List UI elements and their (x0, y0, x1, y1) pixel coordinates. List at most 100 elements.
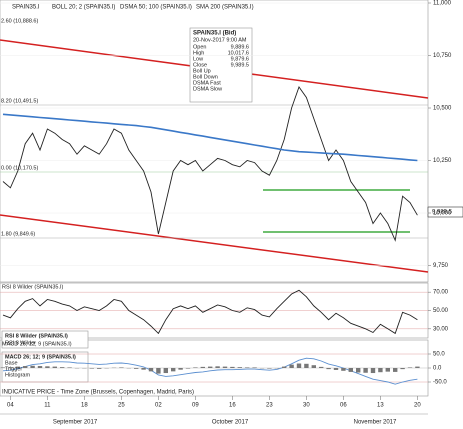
histogram-bar (333, 368, 339, 370)
histogram-bar (348, 368, 353, 372)
indicator-title: BOLL 20; 2 (SPAIN35.I) (52, 5, 115, 11)
info-value: 10,017.6 (228, 50, 249, 56)
histogram-bar (370, 368, 376, 374)
x-tick-label: 30 (303, 403, 310, 409)
histogram-bar (282, 366, 287, 368)
histogram-bar (319, 366, 324, 368)
histogram-bar (45, 366, 50, 368)
histogram-bar (60, 367, 65, 368)
annotation: 1.80 (9,849.6) (1, 231, 35, 237)
histogram-bar (296, 363, 302, 368)
histogram-bar (200, 366, 205, 368)
histogram-bar (171, 368, 176, 372)
series-line (2, 86, 418, 242)
legend-entry: RSI 8 Wilder (5, 340, 36, 346)
legend-entry: Trigger (5, 366, 22, 372)
y-tick-label: 30.00 (433, 326, 449, 332)
y-tick-label: 50.00 (433, 308, 449, 314)
legend-entry: Boll Up (193, 68, 211, 74)
histogram-bar (134, 368, 139, 369)
y-tick-label: -50.0 (433, 380, 447, 386)
y-tick-label: 9,750 (433, 263, 449, 269)
histogram-bar (156, 368, 161, 374)
info-date: 20-Nov-2017 9:00 AM (193, 37, 247, 43)
info-value: 9,879.6 (231, 56, 249, 62)
histogram-bar (341, 368, 346, 371)
last-price-tag (427, 206, 463, 218)
histogram-bar (289, 364, 294, 368)
y-tick-label: 10,500 (433, 106, 452, 112)
histogram-bar (30, 365, 35, 368)
info-label: Low (193, 56, 203, 62)
histogram-bar (215, 366, 220, 368)
indicator-title: SMA 200 (SPAIN35.I) (196, 5, 254, 11)
histogram-bar (311, 365, 316, 368)
macd-title: MACD 26; 12; 9 (SPAIN35.I) (2, 341, 72, 347)
x-tick-label: 04 (7, 403, 14, 409)
histogram-bar (230, 366, 235, 368)
info-value: 9,989.5 (231, 62, 249, 68)
histogram-bar (89, 368, 94, 369)
indicator-title: DSMA 50; 100 (SPAIN35.I) (120, 5, 192, 11)
trend-channel-bottom (0, 214, 429, 273)
histogram-bar (326, 368, 331, 370)
x-tick-label: 25 (118, 403, 125, 409)
rsi-title: RSI 8 Wilder (SPAIN35.I) (2, 284, 63, 290)
legend-entry: DSMA Fast (193, 80, 221, 86)
x-tick-label: 16 (229, 403, 236, 409)
y-tick-label: 10,000 (433, 211, 452, 217)
x-tick-label: 06 (340, 403, 347, 409)
histogram-bar (185, 368, 191, 369)
month-label: November 2017 (354, 420, 397, 426)
y-tick-label: 50.0 (433, 352, 445, 358)
rsi-box (1, 330, 89, 349)
histogram-bar (252, 367, 257, 368)
labels: SPAIN35.I BOLL 20; 2 (SPAIN35.I) DSMA 50… (1, 5, 463, 396)
x-tick-label: 23 (266, 403, 273, 409)
annotation: 8.20 (10,491.5) (1, 98, 38, 104)
histogram-bar (52, 366, 57, 368)
histogram-bar (97, 368, 102, 369)
x-tick-label: 09 (192, 403, 199, 409)
annotation: 2.60 (10,888.6) (1, 18, 38, 24)
histogram-bar (15, 366, 20, 368)
histogram-bar (208, 366, 213, 368)
histogram-bar (141, 368, 146, 370)
histogram-bar (222, 366, 228, 368)
histogram-bar (407, 367, 413, 368)
rsi-box-title: RSI 8 Wilder (SPAIN35.I) (5, 333, 68, 339)
series-line (2, 289, 418, 335)
y-tick-label: 11,000 (433, 1, 452, 7)
histogram-bar (193, 367, 198, 368)
histogram-bar (37, 366, 43, 368)
histogram-bar (267, 368, 272, 369)
annotation: 0.00 (10,170.5) (1, 165, 38, 171)
histogram-bar (23, 366, 28, 368)
series-line (2, 113, 418, 162)
info-label: Open (193, 44, 206, 50)
footer: INDICATIVE PRICE - Time Zone (Brussels, … (2, 390, 194, 396)
histogram-bar (0, 367, 6, 368)
month-label: October 2017 (212, 420, 249, 426)
info-title: SPAIN35.I (Bid) (193, 31, 236, 37)
histogram-bar (237, 367, 242, 368)
histogram-bar (148, 368, 154, 372)
histogram-bar (393, 368, 398, 372)
histogram-bar (8, 367, 13, 368)
legend-entry: Base (5, 360, 18, 366)
info-label: Close (193, 62, 207, 68)
y-tick-label: 0.0 (433, 366, 442, 372)
month-label: September 2017 (53, 420, 98, 426)
info-value: 9,889.6 (231, 44, 249, 50)
info-box (189, 27, 253, 103)
histogram-bar (67, 367, 72, 368)
info-label: High (193, 50, 204, 56)
histogram-bar (400, 368, 405, 370)
histogram-bar (304, 363, 309, 368)
histogram-bar (245, 367, 250, 368)
legend-entry: Boll Down (193, 74, 218, 80)
histogram-bar (385, 368, 390, 372)
y-tick-label: 10,250 (433, 158, 452, 164)
symbol: SPAIN35.I (12, 5, 40, 11)
x-tick-label: 20 (414, 403, 421, 409)
